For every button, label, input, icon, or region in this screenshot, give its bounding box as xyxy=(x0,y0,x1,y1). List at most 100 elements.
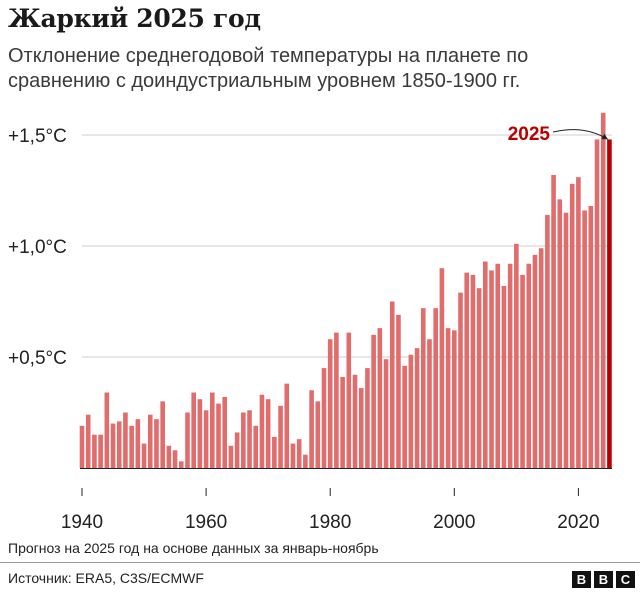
bar-2009 xyxy=(507,263,513,468)
y-tick-label: +1,0°C xyxy=(8,237,67,258)
highlight-year-label: 2025 xyxy=(508,124,551,145)
bar-1977 xyxy=(309,390,314,468)
bar-1997 xyxy=(433,308,438,468)
bar-1960 xyxy=(203,410,209,468)
bbc-logo-letter-1: B xyxy=(572,571,591,588)
bar-1955 xyxy=(172,450,178,468)
bar-1974 xyxy=(290,443,296,468)
bar-1956 xyxy=(178,461,184,468)
bar-1970 xyxy=(265,399,271,468)
bar-1959 xyxy=(197,399,203,468)
bar-2001 xyxy=(458,292,463,468)
bar-2008 xyxy=(501,285,507,468)
bar-2015 xyxy=(545,214,550,468)
footer-divider xyxy=(0,562,640,563)
bar-1987 xyxy=(371,334,376,468)
bar-1972 xyxy=(278,405,283,468)
bar-2002 xyxy=(464,272,470,468)
bar-1948 xyxy=(129,425,134,468)
bar-1968 xyxy=(253,425,259,468)
page-subtitle: Отклонение среднегодовой температуры на … xyxy=(8,45,529,92)
bar-1983 xyxy=(346,332,352,468)
bar-2011 xyxy=(520,274,525,468)
bar-1943 xyxy=(98,434,103,468)
bar-1998 xyxy=(439,268,445,468)
bar-1976 xyxy=(303,454,308,468)
bar-2023 xyxy=(594,139,600,468)
bar-1957 xyxy=(185,412,190,468)
bar-1999 xyxy=(445,328,451,468)
bar-1989 xyxy=(383,359,389,468)
bar-1993 xyxy=(408,354,414,468)
bar-2017 xyxy=(557,199,563,468)
bar-2007 xyxy=(495,263,501,468)
bar-1973 xyxy=(284,383,290,468)
bar-2013 xyxy=(532,254,538,468)
bar-1979 xyxy=(321,368,327,468)
bar-2018 xyxy=(563,212,569,468)
bar-2000 xyxy=(452,330,457,468)
bar-1978 xyxy=(315,401,321,468)
x-tick-label: 1980 xyxy=(309,512,351,533)
bar-2005 xyxy=(483,261,488,468)
bar-1942 xyxy=(92,434,97,468)
bar-1975 xyxy=(296,439,302,468)
bar-1988 xyxy=(377,328,383,468)
source-text: Источник: ERA5, C3S/ECMWF xyxy=(8,570,204,586)
bar-1966 xyxy=(241,412,246,468)
bar-2022 xyxy=(588,206,594,469)
bar-1949 xyxy=(135,419,141,468)
bar-1992 xyxy=(402,365,407,468)
bar-1969 xyxy=(259,394,265,468)
bar-1958 xyxy=(191,392,196,468)
bar-1991 xyxy=(396,314,401,468)
bar-1994 xyxy=(414,348,420,468)
temperature-bar-chart: +0,5°C +1,0°C +1,5°C 1940 1960 1980 2000 2020 20… xyxy=(8,112,612,533)
bar-2024 xyxy=(600,112,606,469)
x-tick-label: 1960 xyxy=(185,512,227,533)
bar-1980 xyxy=(327,339,333,468)
bar-1961 xyxy=(210,392,215,468)
bar-1952 xyxy=(154,419,159,468)
bar-2020 xyxy=(576,177,581,468)
bar-1996 xyxy=(427,339,432,468)
page-title: Жаркий 2025 год xyxy=(8,4,261,33)
bar-highlight-2025 xyxy=(607,139,612,468)
highlight-arrow xyxy=(552,129,609,140)
bar-1985 xyxy=(358,388,364,468)
bar-2021 xyxy=(582,210,587,469)
bar-1963 xyxy=(222,396,228,468)
bar-2004 xyxy=(476,288,482,468)
bar-1967 xyxy=(247,410,252,468)
bar-1953 xyxy=(160,401,165,468)
bar-1981 xyxy=(334,332,339,468)
bar-2012 xyxy=(526,263,532,468)
bar-1941 xyxy=(85,414,91,468)
bar-1950 xyxy=(141,443,147,468)
bar-1984 xyxy=(352,374,358,468)
y-tick-label: +1,5°C xyxy=(8,126,67,147)
bbc-logo: B B C xyxy=(572,571,635,588)
bar-1940 xyxy=(79,425,85,468)
bar-1964 xyxy=(228,445,234,468)
bar-1947 xyxy=(123,412,128,468)
bar-1945 xyxy=(110,423,116,468)
bar-2010 xyxy=(514,243,519,468)
bar-2006 xyxy=(489,270,494,468)
bar-1971 xyxy=(272,436,277,468)
bar-1954 xyxy=(166,445,172,468)
bar-2003 xyxy=(470,274,476,468)
bar-2019 xyxy=(569,183,575,468)
bar-1965 xyxy=(234,432,240,468)
x-tick-label: 2000 xyxy=(433,512,475,533)
y-tick-label: +0,5°C xyxy=(8,348,67,369)
bar-1982 xyxy=(340,376,345,468)
bar-1986 xyxy=(365,368,370,468)
bbc-logo-letter-3: C xyxy=(616,571,635,588)
x-tick-label: 2020 xyxy=(557,512,599,533)
bar-1951 xyxy=(147,414,153,468)
bar-1946 xyxy=(116,421,122,468)
bar-2014 xyxy=(538,248,544,468)
forecast-note: Прогноз на 2025 год на основе данных за … xyxy=(8,540,379,556)
bar-1944 xyxy=(104,392,110,468)
